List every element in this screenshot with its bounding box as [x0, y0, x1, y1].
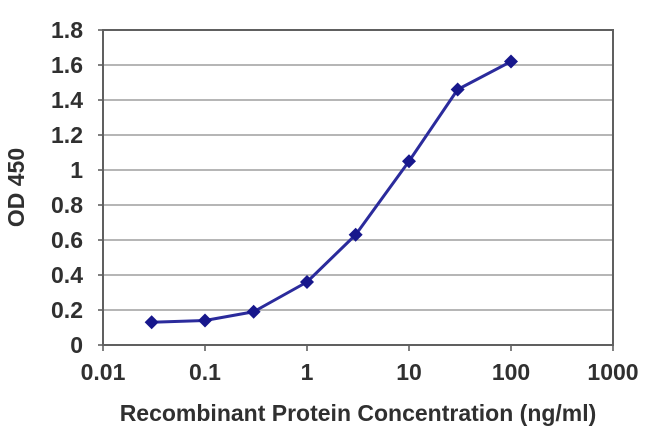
plot-area	[103, 30, 613, 345]
plot-frame	[102, 29, 614, 346]
y-tick-label: 0.8	[51, 192, 83, 218]
x-tick-label: 10	[396, 359, 422, 385]
data-series-line	[150, 60, 513, 324]
y-tick-label: 0.4	[51, 262, 83, 288]
y-tick-label: 1.6	[51, 52, 83, 78]
y-tick-label: 1	[70, 157, 83, 183]
y-axis-title: OD 450	[3, 148, 29, 227]
data-point-marker	[246, 304, 261, 319]
y-tick-label: 0.2	[51, 297, 83, 323]
y-tick-label: 1.8	[51, 17, 83, 43]
x-tick-label: 0.01	[81, 359, 126, 385]
y-tick-label: 1.4	[51, 87, 83, 113]
data-point-marker	[450, 82, 465, 97]
x-tick-label: 100	[492, 359, 530, 385]
y-tick-label: 1.2	[51, 122, 83, 148]
x-tick-label: 1000	[587, 359, 638, 385]
data-point-marker	[504, 54, 518, 69]
data-point-marker	[348, 227, 363, 242]
data-point-marker	[300, 275, 314, 289]
x-tick-label: 0.1	[189, 359, 221, 385]
y-tick-label: 0	[70, 332, 83, 358]
y-tick-label: 0.6	[51, 227, 83, 253]
x-tick-label: 1	[301, 359, 314, 385]
data-point-marker	[144, 315, 159, 330]
data-point-marker	[402, 154, 416, 169]
data-point-marker	[198, 313, 212, 328]
x-axis-title: Recombinant Protein Concentration (ng/ml…	[120, 400, 597, 426]
